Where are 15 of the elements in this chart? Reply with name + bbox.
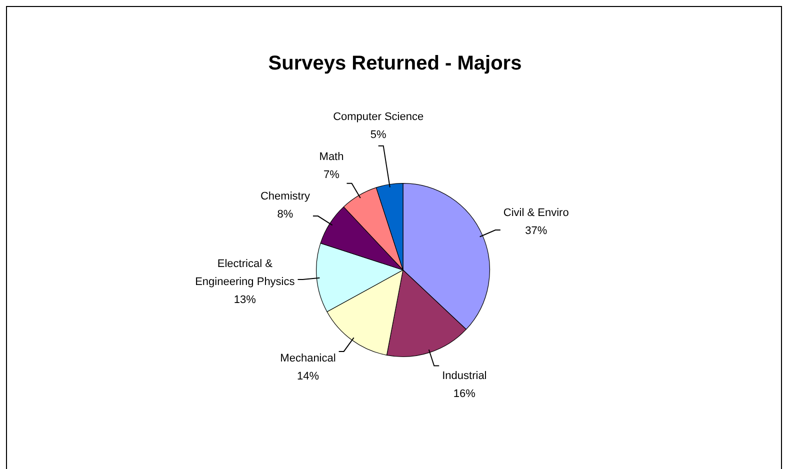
data-label: 14% <box>296 370 320 383</box>
data-label: 13% <box>234 294 256 306</box>
slice-label: Industrial <box>442 370 487 382</box>
slice-label: Mechanical <box>280 352 336 365</box>
data-label: 5% <box>370 129 386 142</box>
slice-label: Chemistry <box>260 190 310 202</box>
slice-label: Electrical & Engineering Physics <box>195 258 296 288</box>
data-label: 37% <box>525 225 548 238</box>
slice-label: Math <box>319 151 344 164</box>
slice-label: Computer Science <box>333 111 424 124</box>
chart-title: Surveys Returned - Majors <box>268 52 522 75</box>
data-label: 16% <box>453 388 476 400</box>
data-label: 8% <box>277 208 294 220</box>
data-label: 7% <box>324 169 340 182</box>
slice-label: Civil & Enviro <box>503 207 569 220</box>
